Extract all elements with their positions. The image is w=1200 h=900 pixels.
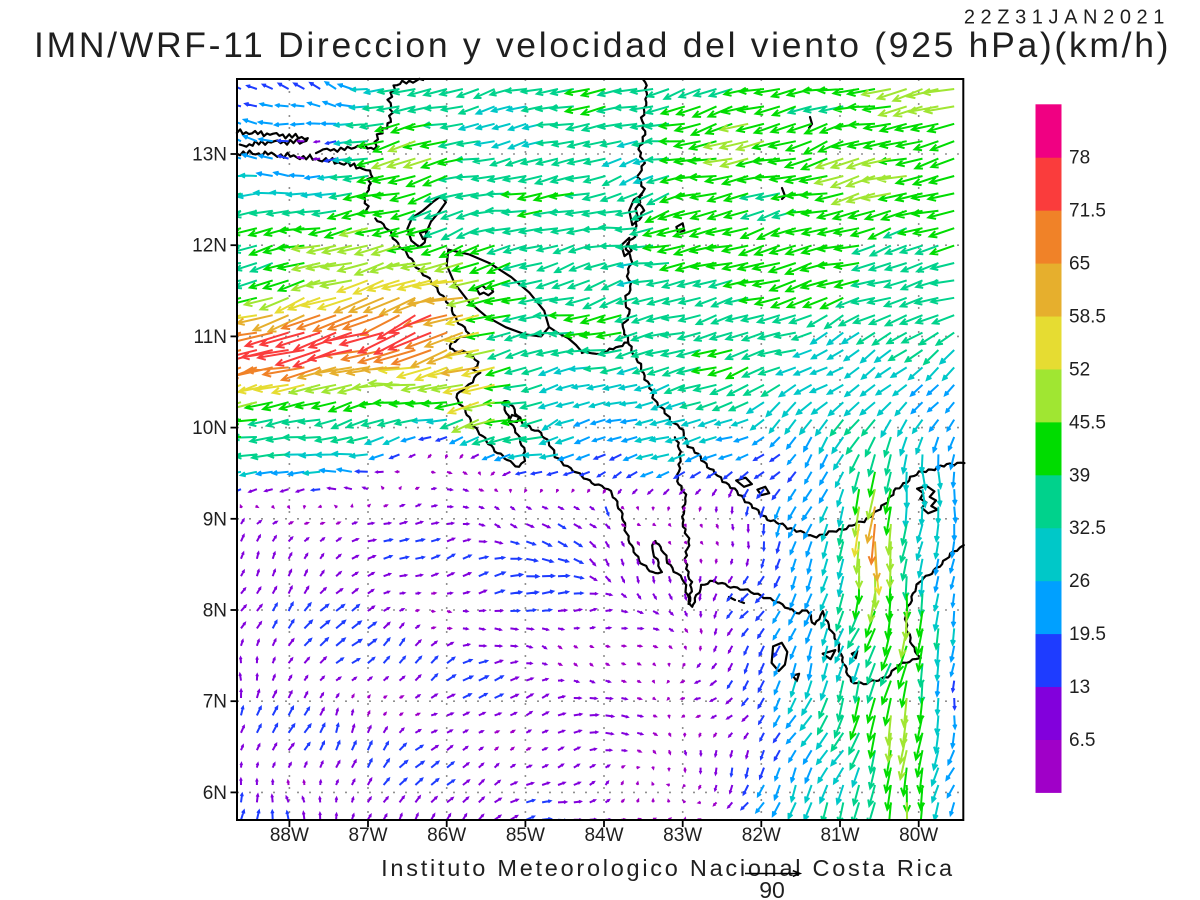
svg-text:45.5: 45.5: [1069, 412, 1106, 433]
svg-text:65: 65: [1069, 254, 1090, 275]
svg-text:IMN/WRF-11 Direccion y velocid: IMN/WRF-11 Direccion y velocidad del vie…: [34, 25, 1171, 65]
svg-text:71.5: 71.5: [1069, 201, 1106, 222]
svg-text:85W: 85W: [506, 825, 545, 846]
svg-text:6.5: 6.5: [1069, 730, 1095, 751]
svg-text:39: 39: [1069, 465, 1090, 486]
svg-text:8N: 8N: [203, 601, 227, 622]
svg-text:13N: 13N: [192, 145, 227, 166]
svg-text:52: 52: [1069, 360, 1090, 381]
svg-text:9N: 9N: [203, 509, 227, 530]
svg-text:78: 78: [1069, 148, 1090, 169]
svg-text:82W: 82W: [742, 825, 781, 846]
svg-text:81W: 81W: [820, 825, 859, 846]
svg-text:87W: 87W: [348, 825, 387, 846]
svg-text:22Z31JAN2021: 22Z31JAN2021: [964, 7, 1170, 29]
svg-text:86W: 86W: [427, 825, 466, 846]
svg-text:26: 26: [1069, 571, 1090, 592]
svg-text:90: 90: [759, 877, 785, 900]
svg-text:13: 13: [1069, 677, 1090, 698]
svg-text:80W: 80W: [899, 825, 938, 846]
svg-text:84W: 84W: [584, 825, 623, 846]
svg-text:10N: 10N: [192, 418, 227, 439]
svg-text:12N: 12N: [192, 236, 227, 257]
svg-text:6N: 6N: [203, 783, 227, 804]
svg-text:83W: 83W: [663, 825, 702, 846]
svg-text:58.5: 58.5: [1069, 307, 1106, 328]
svg-text:32.5: 32.5: [1069, 518, 1106, 539]
svg-text:7N: 7N: [203, 692, 227, 713]
svg-text:11N: 11N: [194, 327, 227, 348]
svg-text:Instituto Meteorologico Nacion: Instituto Meteorologico Nacional Costa R…: [381, 855, 955, 881]
svg-text:88W: 88W: [270, 825, 309, 846]
svg-text:19.5: 19.5: [1069, 624, 1106, 645]
